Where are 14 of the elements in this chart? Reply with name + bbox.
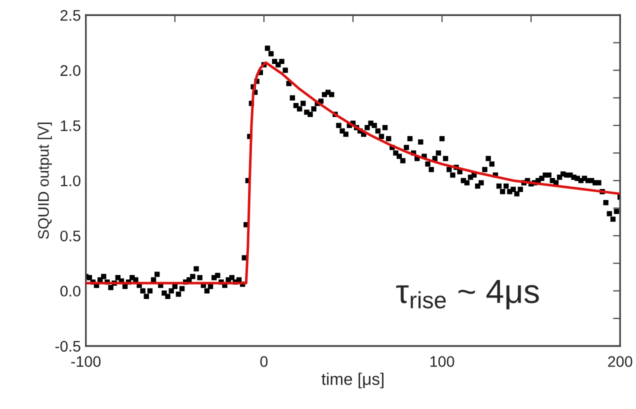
x-tick-label: -100: [71, 356, 101, 367]
annotation: τ$_{rise}$ ~ 4μs: [396, 280, 539, 310]
y-axis-title: SQUID output [V]: [38, 122, 52, 239]
y-tick-label: 2.0: [60, 65, 80, 76]
y-tick-label: 2.5: [60, 10, 80, 21]
x-tick-label: 200: [608, 356, 632, 367]
y-tick-label: 1.0: [60, 175, 80, 186]
y-tick-label: -0.5: [55, 340, 80, 352]
x-tick-label: 100: [430, 356, 454, 367]
x-tick-label: 0: [260, 356, 268, 367]
x-axis-title: time [μs]: [322, 372, 384, 388]
y-tick-label: 0.5: [60, 230, 80, 242]
y-tick-label: 1.5: [60, 120, 80, 132]
y-tick-label: 0.0: [60, 286, 80, 297]
